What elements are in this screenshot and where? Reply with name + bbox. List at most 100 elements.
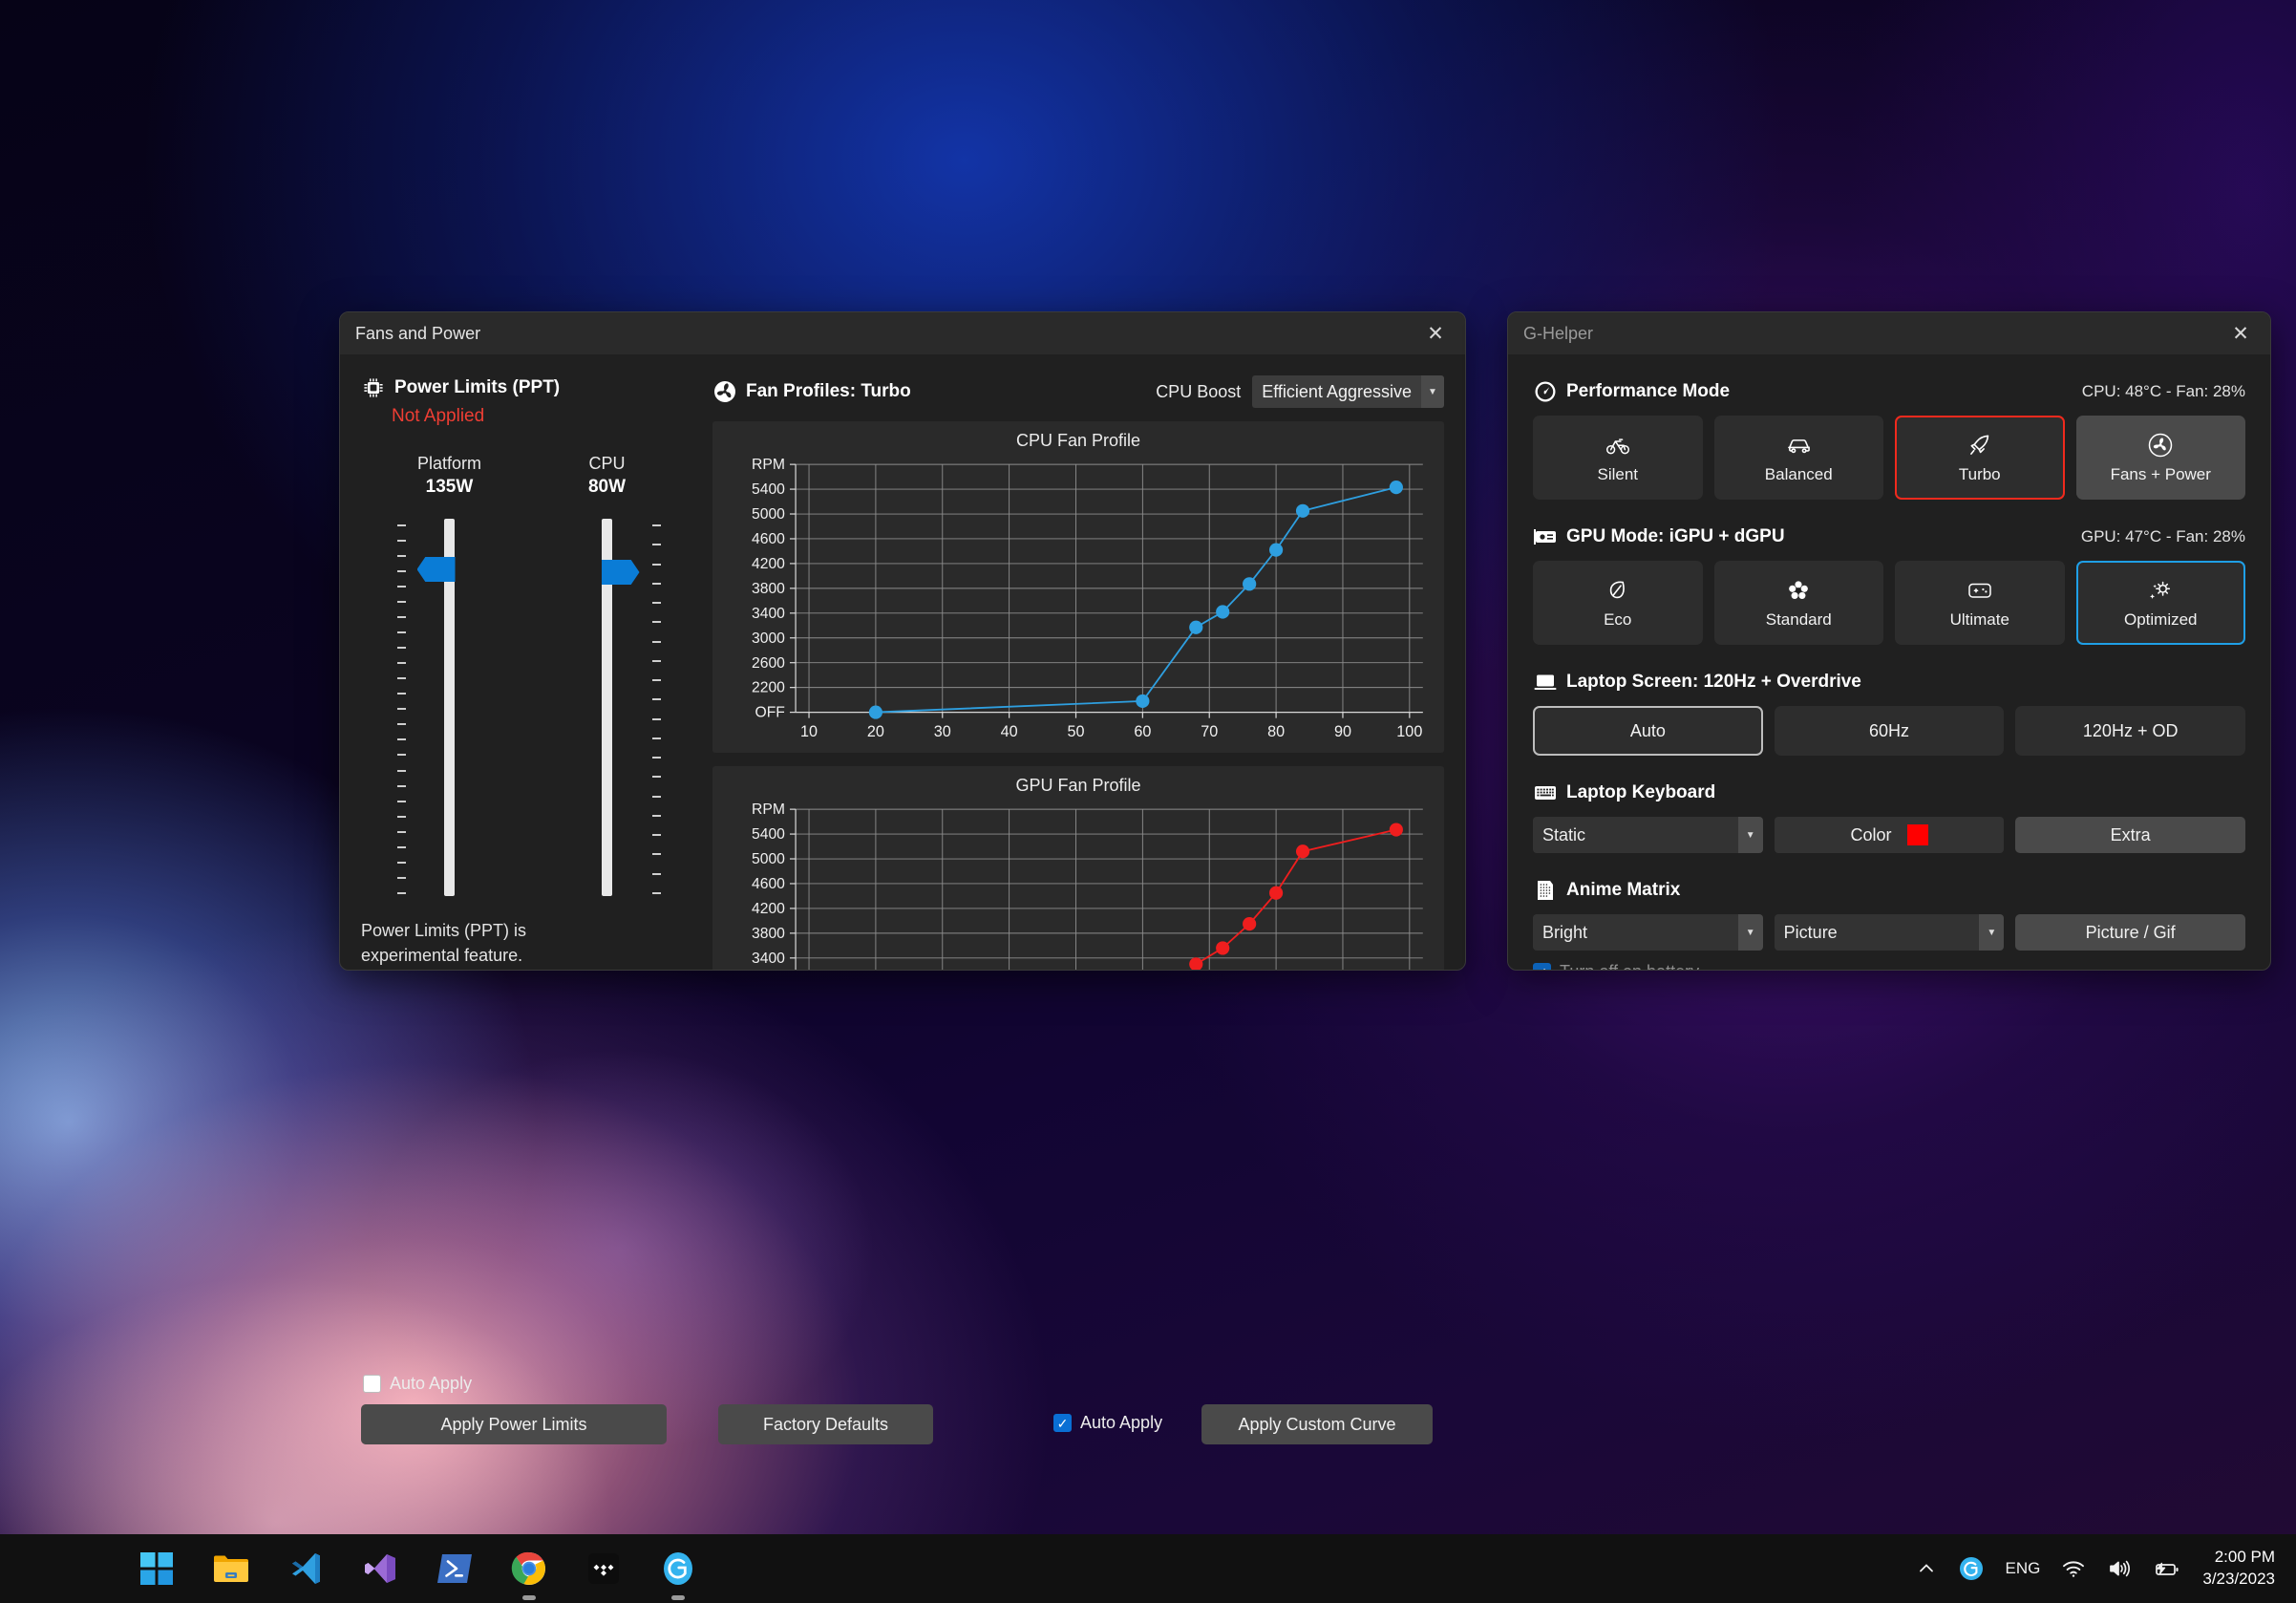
keyboard-mode-dropdown[interactable]: Static ▼ [1533,817,1763,853]
gpu-mode-standard-label: Standard [1765,609,1832,629]
gpu-mode-optimized[interactable]: Optimized [2075,561,2245,645]
anime-picture-gif-button[interactable]: Picture / Gif [2015,914,2246,951]
platform-slider-thumb[interactable] [416,557,456,582]
gpu-mode-eco[interactable]: Eco [1533,561,1703,645]
close-icon[interactable]: ✕ [1427,322,1444,345]
keyboard-color-label: Color [1850,824,1892,844]
laptop-screen-header: Laptop Screen: 120Hz + Overdrive [1533,670,2245,695]
warning-line-2: experimental feature. [361,945,523,965]
cpu-slider-track[interactable] [601,519,640,896]
battery-charging-icon[interactable] [2153,1559,2181,1578]
power-limits-auto-apply-checkbox[interactable] [363,1375,381,1393]
gpu-mode-optimized-label: Optimized [2123,609,2198,629]
cpu-slider[interactable] [528,519,686,896]
visual-studio-icon[interactable] [357,1546,403,1592]
laptop-screen-icon [1533,670,1558,695]
gpu-mode-standard[interactable]: Standard [1713,561,1883,645]
fan-icon [2147,432,2174,459]
cpu-header: CPU 80W [528,454,686,498]
screen-heading-row: Laptop Screen: 120Hz + Overdrive [1533,670,1861,695]
svg-text:80: 80 [1267,723,1285,740]
platform-slider-track[interactable] [416,519,456,896]
svg-text:5400: 5400 [752,481,785,498]
gpu-mode-ultimate[interactable]: Ultimate [1895,561,2065,645]
fan-profiles-heading: Fan Profiles: Turbo [746,381,911,401]
performance-mode-silent[interactable]: Silent [1533,416,1703,500]
chevron-down-icon[interactable]: ▼ [1737,914,1763,951]
chevron-down-icon[interactable]: ▼ [1421,375,1444,408]
screen-option-60hz[interactable]: 60Hz [1774,706,2005,756]
keyboard-color-swatch[interactable] [1906,824,1928,845]
fan-profiles-heading-row: Fan Profiles: Turbo [712,379,911,404]
warning-line-1: Power Limits (PPT) is [361,921,527,940]
performance-mode-balanced[interactable]: Balanced [1713,416,1883,500]
svg-text:3800: 3800 [752,926,785,942]
wifi-icon[interactable] [2061,1558,2086,1579]
anime-brightness-dropdown[interactable]: Bright ▼ [1533,914,1763,951]
cpu-value: 80W [587,477,627,497]
svg-text:4200: 4200 [752,901,785,917]
powershell-icon[interactable] [432,1546,478,1592]
gpu-fan-profile-chart[interactable]: OFF220026003000340038004200460050005400R… [720,800,1436,971]
sparkle-gear-icon [2147,577,2174,604]
platform-value: 135W [425,477,474,497]
performance-mode-fans-power[interactable]: Fans + Power [2075,416,2245,500]
cpu-fan-profile-chart[interactable]: OFF 2200 2600 3000 3400 3800 4200 4600 5000 5400 R… [720,455,1436,745]
cpu-slider-thumb[interactable] [601,560,640,585]
svg-text:70: 70 [1201,723,1218,740]
screen-option-120hz-od[interactable]: 120Hz + OD [2015,706,2246,756]
tidal-icon[interactable] [581,1546,627,1592]
screen-heading: Laptop Screen: 120Hz + Overdrive [1566,672,1861,692]
cpu-boost-value: Efficient Aggressive [1252,375,1421,408]
svg-text:40: 40 [1001,723,1018,740]
anime-turn-off-battery-checkbox[interactable]: ✓ [1533,963,1551,970]
speaker-icon[interactable] [2107,1558,2132,1579]
fans-and-power-window: Fans and Power ✕ [339,311,1466,971]
svg-text:50: 50 [1067,723,1084,740]
clock[interactable]: 2:00 PM 3/23/2023 [2202,1547,2275,1591]
platform-slider[interactable] [371,519,528,896]
power-limits-panel: Power Limits (PPT) Not Applied Platform … [340,354,712,970]
anime-content-dropdown[interactable]: Picture ▼ [1774,914,2005,951]
power-limits-auto-apply-row[interactable]: Auto Apply [363,1374,472,1394]
language-indicator[interactable]: ENG [2005,1559,2041,1577]
anime-turn-off-battery-label: Turn off on battery [1560,962,1699,970]
svg-text:5400: 5400 [752,826,785,843]
cpu-boost-dropdown[interactable]: Efficient Aggressive ▼ [1252,375,1444,408]
anime-battery-row[interactable]: ✓ Turn off on battery [1533,962,2245,970]
start-button[interactable] [134,1546,180,1592]
performance-mode-fans-power-label: Fans + Power [2110,464,2211,483]
anime-heading: Anime Matrix [1566,880,1681,900]
fans-window-title: Fans and Power [355,323,481,343]
performance-mode-balanced-label: Balanced [1764,464,1833,483]
chevron-down-icon[interactable]: ▼ [1737,817,1763,853]
svg-text:60: 60 [1134,723,1151,740]
power-limits-auto-apply-label: Auto Apply [390,1374,473,1393]
keyboard-color-button[interactable]: Color [1774,817,2005,853]
rocket-icon [1966,432,1993,459]
platform-header: Platform 135W [371,454,528,498]
chevron-up-icon[interactable] [1916,1558,1937,1579]
performance-mode-turbo[interactable]: Turbo [1895,416,2065,500]
ppt-warning-text: Power Limits (PPT) is experimental featu… [361,919,690,970]
screen-option-auto[interactable]: Auto [1533,706,1763,756]
cpu-boost-label: CPU Boost [1156,381,1242,401]
file-explorer-icon[interactable] [208,1546,254,1592]
g-helper-tray-icon[interactable] [1958,1555,1985,1582]
fan-curve-auto-apply-row[interactable]: ✓ Auto Apply [1053,1413,1162,1433]
fan-curve-auto-apply-checkbox[interactable]: ✓ [1053,1414,1072,1432]
close-icon[interactable]: ✕ [2232,322,2249,345]
svg-text:3400: 3400 [752,951,785,967]
keyboard-extra-button[interactable]: Extra [2015,817,2246,853]
g-helper-icon[interactable] [655,1546,701,1600]
apply-custom-curve-button[interactable]: Apply Custom Curve [1201,1404,1433,1444]
chrome-icon[interactable] [506,1546,552,1600]
anime-heading-row: Anime Matrix [1533,878,1680,903]
cpu-slider-ticks [652,524,661,894]
vs-code-icon[interactable] [283,1546,329,1592]
apply-power-limits-button[interactable]: Apply Power Limits [361,1404,667,1444]
chevron-down-icon[interactable]: ▼ [1979,914,2005,951]
power-limits-status: Not Applied [392,406,485,426]
performance-heading-row: Performance Mode [1533,379,1730,404]
factory-defaults-button[interactable]: Factory Defaults [718,1404,933,1444]
